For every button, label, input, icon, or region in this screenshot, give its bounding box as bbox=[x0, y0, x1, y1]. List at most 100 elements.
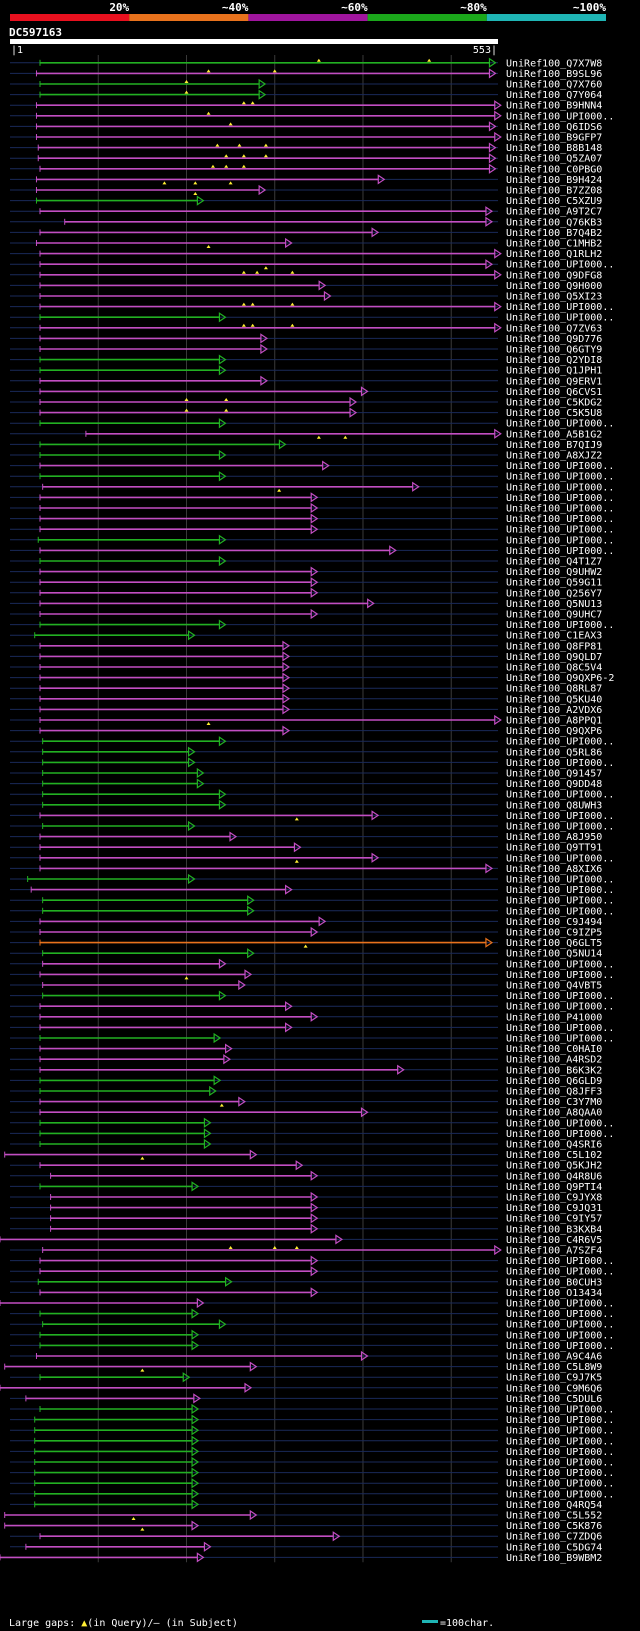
hit-label[interactable]: UniRef100_A2VDX6 bbox=[506, 705, 602, 716]
hit-label[interactable]: UniRef100_UPI000.. bbox=[506, 737, 614, 748]
hit-label[interactable]: UniRef100_UPI000.. bbox=[506, 1479, 614, 1490]
hit-label[interactable]: UniRef100_A9C4A6 bbox=[506, 1352, 602, 1363]
hit-label[interactable]: UniRef100_UPI000.. bbox=[506, 790, 614, 801]
hit-label[interactable]: UniRef100_O13434 bbox=[506, 1288, 602, 1299]
hit-label[interactable]: UniRef100_UPI000.. bbox=[506, 1436, 614, 1447]
hit-label[interactable]: UniRef100_Q9UHC7 bbox=[506, 610, 602, 621]
hit-label[interactable]: UniRef100_UPI000.. bbox=[506, 482, 614, 493]
hit-label[interactable]: UniRef100_B9H424 bbox=[506, 175, 602, 186]
hit-label[interactable]: UniRef100_B7ZZ08 bbox=[506, 186, 602, 197]
hit-label[interactable]: UniRef100_C9M6Q6 bbox=[506, 1383, 602, 1394]
hit-label[interactable]: UniRef100_Q6GTY9 bbox=[506, 345, 602, 356]
hit-label[interactable]: UniRef100_B9SL96 bbox=[506, 69, 602, 80]
hit-label[interactable]: UniRef100_Q9QXP6-2 bbox=[506, 673, 614, 684]
hit-label[interactable]: UniRef100_B0CUH3 bbox=[506, 1277, 602, 1288]
hit-label[interactable]: UniRef100_Q1JPH1 bbox=[506, 366, 602, 377]
hit-label[interactable]: UniRef100_UPI000.. bbox=[506, 853, 614, 864]
hit-label[interactable]: UniRef100_UPI000.. bbox=[506, 822, 614, 833]
hit-label[interactable]: UniRef100_A8J950 bbox=[506, 832, 602, 843]
hit-label[interactable]: UniRef100_C5L102 bbox=[506, 1150, 602, 1161]
hit-label[interactable]: UniRef100_C1EAX3 bbox=[506, 631, 602, 642]
hit-label[interactable]: UniRef100_Q4T1Z7 bbox=[506, 557, 602, 568]
hit-label[interactable]: UniRef100_Q9QXP6 bbox=[506, 726, 602, 737]
hit-label[interactable]: UniRef100_UPI000.. bbox=[506, 1447, 614, 1458]
hit-label[interactable]: UniRef100_UPI000.. bbox=[506, 1299, 614, 1310]
hit-label[interactable]: UniRef100_UPI000.. bbox=[506, 1405, 614, 1416]
hit-label[interactable]: UniRef100_UPI000.. bbox=[506, 493, 614, 504]
hit-label[interactable]: UniRef100_B9HNN4 bbox=[506, 101, 602, 112]
hit-label[interactable]: UniRef100_UPI000.. bbox=[506, 1330, 614, 1341]
hit-label[interactable]: UniRef100_UPI000.. bbox=[506, 885, 614, 896]
hit-label[interactable]: UniRef100_Q8UWH3 bbox=[506, 800, 602, 811]
hit-label[interactable]: UniRef100_C9J7K5 bbox=[506, 1373, 602, 1384]
hit-label[interactable]: UniRef100_UPI000.. bbox=[506, 875, 614, 886]
hit-label[interactable]: UniRef100_C3Y7M0 bbox=[506, 1097, 602, 1108]
hit-label[interactable]: UniRef100_Q5KU40 bbox=[506, 694, 602, 705]
hit-label[interactable]: UniRef100_Q6GLD9 bbox=[506, 1076, 602, 1087]
hit-label[interactable]: UniRef100_B8B148 bbox=[506, 143, 602, 154]
hit-label[interactable]: UniRef100_UPI000.. bbox=[506, 1458, 614, 1469]
hit-label[interactable]: UniRef100_C5L8W9 bbox=[506, 1362, 602, 1373]
hit-label[interactable]: UniRef100_UPI000.. bbox=[506, 546, 614, 557]
hit-label[interactable]: UniRef100_B9GFP7 bbox=[506, 133, 602, 144]
hit-label[interactable]: UniRef100_UPI000.. bbox=[506, 1426, 614, 1437]
hit-label[interactable]: UniRef100_C5K5U8 bbox=[506, 408, 602, 419]
hit-label[interactable]: UniRef100_Q8JFF3 bbox=[506, 1087, 602, 1098]
hit-label[interactable]: UniRef100_C9JYX8 bbox=[506, 1193, 602, 1204]
hit-label[interactable]: UniRef100_C5DG74 bbox=[506, 1542, 602, 1553]
hit-label[interactable]: UniRef100_C9JQ31 bbox=[506, 1203, 602, 1214]
hit-label[interactable]: UniRef100_Q4RQ54 bbox=[506, 1500, 602, 1511]
hit-label[interactable]: UniRef100_Q7X7W8 bbox=[506, 58, 602, 69]
hit-label[interactable]: UniRef100_Q9PTI4 bbox=[506, 1182, 602, 1193]
hit-label[interactable]: UniRef100_Q5KJH2 bbox=[506, 1161, 602, 1172]
hit-label[interactable]: UniRef100_Q8FP81 bbox=[506, 641, 602, 652]
hit-label[interactable]: UniRef100_UPI000.. bbox=[506, 514, 614, 525]
hit-label[interactable]: UniRef100_A4RSD2 bbox=[506, 1055, 602, 1066]
hit-label[interactable]: UniRef100_Q5ZA07 bbox=[506, 154, 602, 165]
hit-label[interactable]: UniRef100_Q8C5V4 bbox=[506, 663, 602, 674]
hit-label[interactable]: UniRef100_Q4R8U6 bbox=[506, 1171, 602, 1182]
hit-label[interactable]: UniRef100_A5B1G2 bbox=[506, 429, 602, 440]
hit-label[interactable]: UniRef100_UPI000.. bbox=[506, 959, 614, 970]
hit-label[interactable]: UniRef100_Q9ERV1 bbox=[506, 376, 602, 387]
hit-label[interactable]: UniRef100_C7ZDQ6 bbox=[506, 1532, 602, 1543]
hit-label[interactable]: UniRef100_B9WBM2 bbox=[506, 1553, 602, 1564]
hit-label[interactable]: UniRef100_UPI000.. bbox=[506, 1267, 614, 1278]
hit-label[interactable]: UniRef100_UPI000.. bbox=[506, 1002, 614, 1013]
hit-label[interactable]: UniRef100_A8XIX6 bbox=[506, 864, 602, 875]
hit-label[interactable]: UniRef100_UPI000.. bbox=[506, 970, 614, 981]
hit-label[interactable]: UniRef100_Q9DFG8 bbox=[506, 270, 602, 281]
hit-label[interactable]: UniRef100_A8QAA0 bbox=[506, 1108, 602, 1119]
hit-label[interactable]: UniRef100_Q9DD48 bbox=[506, 779, 602, 790]
hit-label[interactable]: UniRef100_UPI000.. bbox=[506, 1415, 614, 1426]
hit-label[interactable]: UniRef100_C4R6V5 bbox=[506, 1235, 602, 1246]
hit-label[interactable]: UniRef100_C1MHB2 bbox=[506, 239, 602, 250]
hit-label[interactable]: UniRef100_C5DUL6 bbox=[506, 1394, 602, 1405]
hit-label[interactable]: UniRef100_C5K876 bbox=[506, 1521, 602, 1532]
hit-label[interactable]: UniRef100_Q91457 bbox=[506, 769, 602, 780]
hit-label[interactable]: UniRef100_Q5RL86 bbox=[506, 747, 602, 758]
hit-label[interactable]: UniRef100_UPI000.. bbox=[506, 991, 614, 1002]
hit-label[interactable]: UniRef100_Q9QLD7 bbox=[506, 652, 602, 663]
hit-label[interactable]: UniRef100_B6K3K2 bbox=[506, 1065, 602, 1076]
hit-label[interactable]: UniRef100_Q7Y064 bbox=[506, 90, 602, 101]
hit-label[interactable]: UniRef100_UPI000.. bbox=[506, 472, 614, 483]
hit-label[interactable]: UniRef100_Q2YDI8 bbox=[506, 355, 602, 366]
hit-label[interactable]: UniRef100_Q59G11 bbox=[506, 578, 602, 589]
hit-label[interactable]: UniRef100_UPI000.. bbox=[506, 1129, 614, 1140]
hit-label[interactable]: UniRef100_UPI000.. bbox=[506, 260, 614, 271]
hit-label[interactable]: UniRef100_UPI000.. bbox=[506, 1256, 614, 1267]
hit-label[interactable]: UniRef100_UPI000.. bbox=[506, 419, 614, 430]
hit-label[interactable]: UniRef100_C9J494 bbox=[506, 917, 602, 928]
hit-label[interactable]: UniRef100_Q8RL87 bbox=[506, 684, 602, 695]
hit-label[interactable]: UniRef100_Q7X760 bbox=[506, 80, 602, 91]
hit-label[interactable]: UniRef100_Q256Y7 bbox=[506, 588, 602, 599]
hit-label[interactable]: UniRef100_A8XJZ2 bbox=[506, 451, 602, 462]
hit-label[interactable]: UniRef100_UPI000.. bbox=[506, 1468, 614, 1479]
hit-label[interactable]: UniRef100_A9T2C7 bbox=[506, 207, 602, 218]
hit-label[interactable]: UniRef100_UPI000.. bbox=[506, 1023, 614, 1034]
hit-label[interactable]: UniRef100_B7QIJ9 bbox=[506, 440, 602, 451]
hit-label[interactable]: UniRef100_UPI000.. bbox=[506, 1309, 614, 1320]
hit-label[interactable]: UniRef100_UPI000.. bbox=[506, 525, 614, 536]
hit-label[interactable]: UniRef100_Q6IDS6 bbox=[506, 122, 602, 133]
